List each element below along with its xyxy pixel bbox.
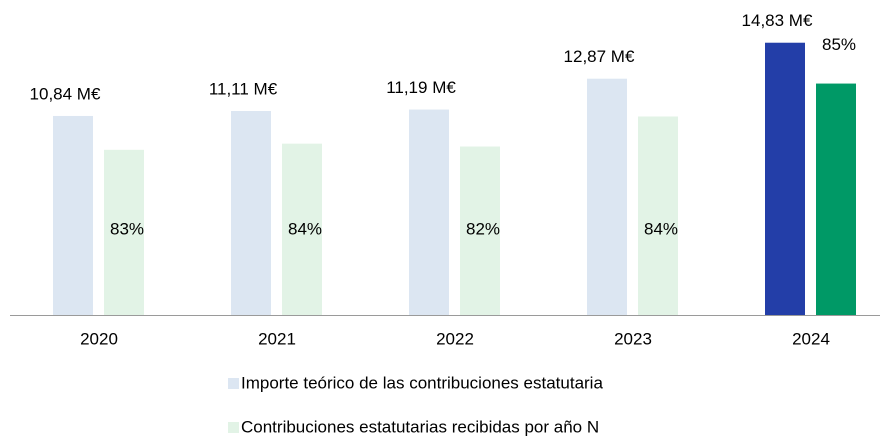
data-label: 14,83 M€ <box>742 11 813 30</box>
data-label: 11,19 M€ <box>386 78 456 97</box>
bar <box>409 109 449 315</box>
bar <box>587 78 627 315</box>
bar <box>765 42 805 316</box>
legend-label: Contribuciones estatutarias recibidas po… <box>241 417 599 436</box>
data-label: 83% <box>110 219 144 238</box>
legend-swatch <box>228 378 239 389</box>
legend-swatch <box>228 422 239 433</box>
x-tick-label: 2022 <box>436 329 474 348</box>
x-tick-label: 2021 <box>258 329 296 348</box>
data-label: 85% <box>822 35 856 54</box>
data-label: 82% <box>466 219 500 238</box>
data-label: 11,11 M€ <box>209 80 278 99</box>
bar <box>231 111 271 315</box>
data-label: 10,84 M€ <box>30 84 101 103</box>
x-tick-label: 2020 <box>80 329 118 348</box>
bar <box>638 116 678 316</box>
data-label: 12,87 M€ <box>564 47 635 66</box>
x-tick-label: 2023 <box>614 329 652 348</box>
bar <box>816 83 856 315</box>
x-tick-label: 2024 <box>792 329 830 348</box>
bar <box>104 149 144 315</box>
data-label: 84% <box>288 219 322 238</box>
legend-label: Importe teórico de las contribuciones es… <box>241 373 603 392</box>
bar <box>282 143 322 315</box>
bar <box>460 146 500 315</box>
bar <box>53 115 93 315</box>
data-label: 84% <box>644 219 678 238</box>
